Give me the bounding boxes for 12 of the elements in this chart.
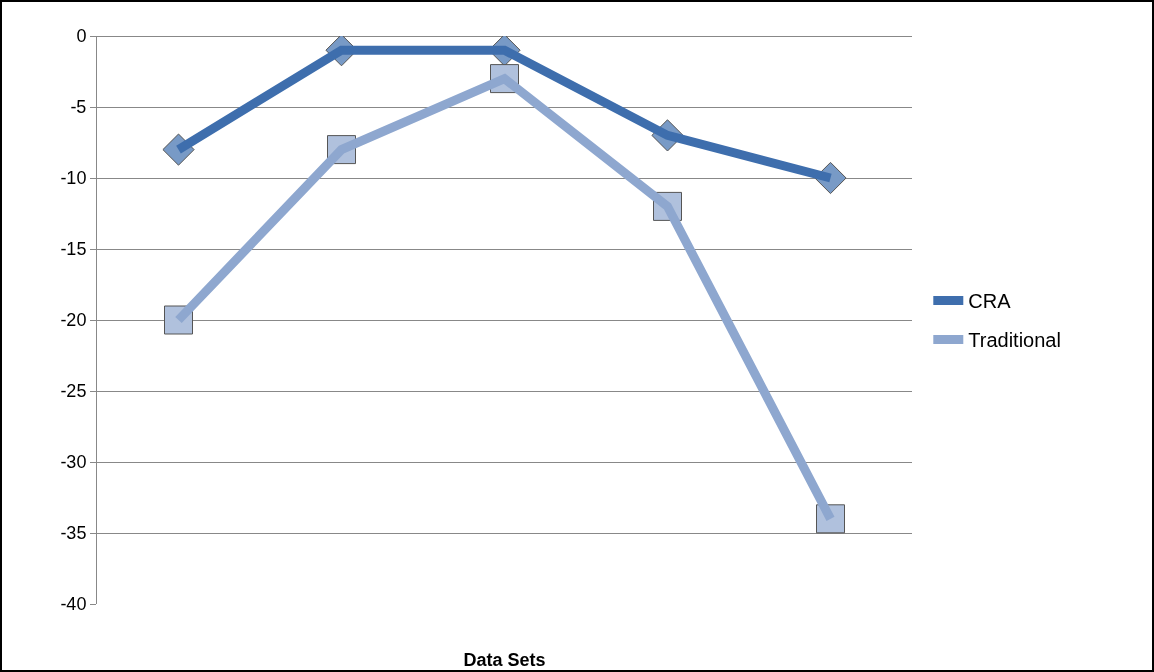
y-tick-label: -20 — [60, 310, 87, 331]
y-tick-label: -30 — [60, 452, 87, 473]
y-tick-label: 0 — [76, 26, 87, 47]
x-axis-title: Data Sets — [463, 650, 546, 670]
y-tick-label: -5 — [70, 97, 87, 118]
y-tick-label: -10 — [60, 168, 87, 189]
y-tick-label: -35 — [60, 523, 87, 544]
y-tick-label: -15 — [60, 239, 87, 260]
legend-label: CRA — [968, 290, 1012, 313]
legend-label: Traditional — [968, 329, 1061, 352]
y-tick-label: -40 — [60, 594, 87, 615]
y-tick-label: -25 — [60, 381, 87, 402]
